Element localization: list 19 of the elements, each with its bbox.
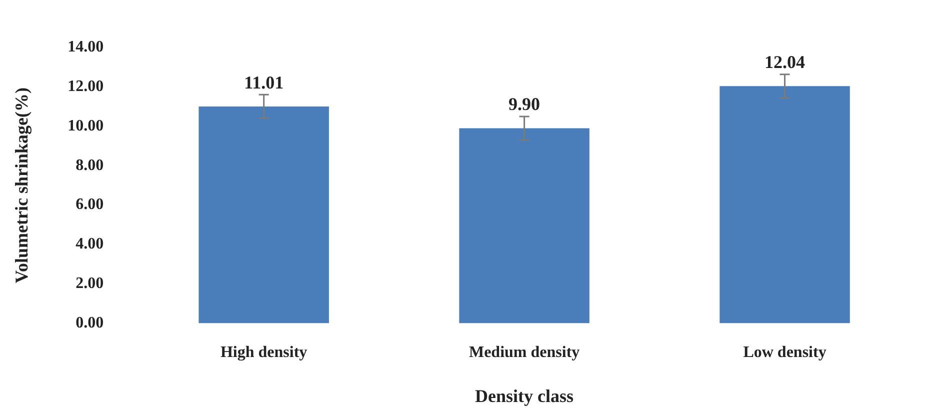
y-tick-label: 2.00 xyxy=(76,274,104,292)
bar xyxy=(459,128,590,324)
y-axis-title: Volumetric shrinkage(%) xyxy=(11,87,32,284)
data-label: 12.04 xyxy=(764,52,806,72)
y-tick-label: 12.00 xyxy=(68,78,104,96)
data-label: 9.90 xyxy=(508,94,540,114)
data-label: 11.01 xyxy=(244,72,284,92)
bar xyxy=(198,106,329,324)
x-tick-label: Low density xyxy=(743,344,826,361)
y-tick-label: 14.00 xyxy=(68,38,104,56)
x-tick-label: High density xyxy=(220,344,308,361)
x-tick-label: Medium density xyxy=(468,344,580,361)
y-tick-label: 4.00 xyxy=(76,236,104,253)
x-axis-title: Density class xyxy=(475,386,574,406)
y-tick-label: 8.00 xyxy=(76,156,104,174)
y-tick-label: 10.00 xyxy=(68,117,104,134)
y-tick-label: 6.00 xyxy=(76,196,104,214)
y-tick-label: 0.00 xyxy=(76,314,104,332)
bar xyxy=(720,86,850,324)
